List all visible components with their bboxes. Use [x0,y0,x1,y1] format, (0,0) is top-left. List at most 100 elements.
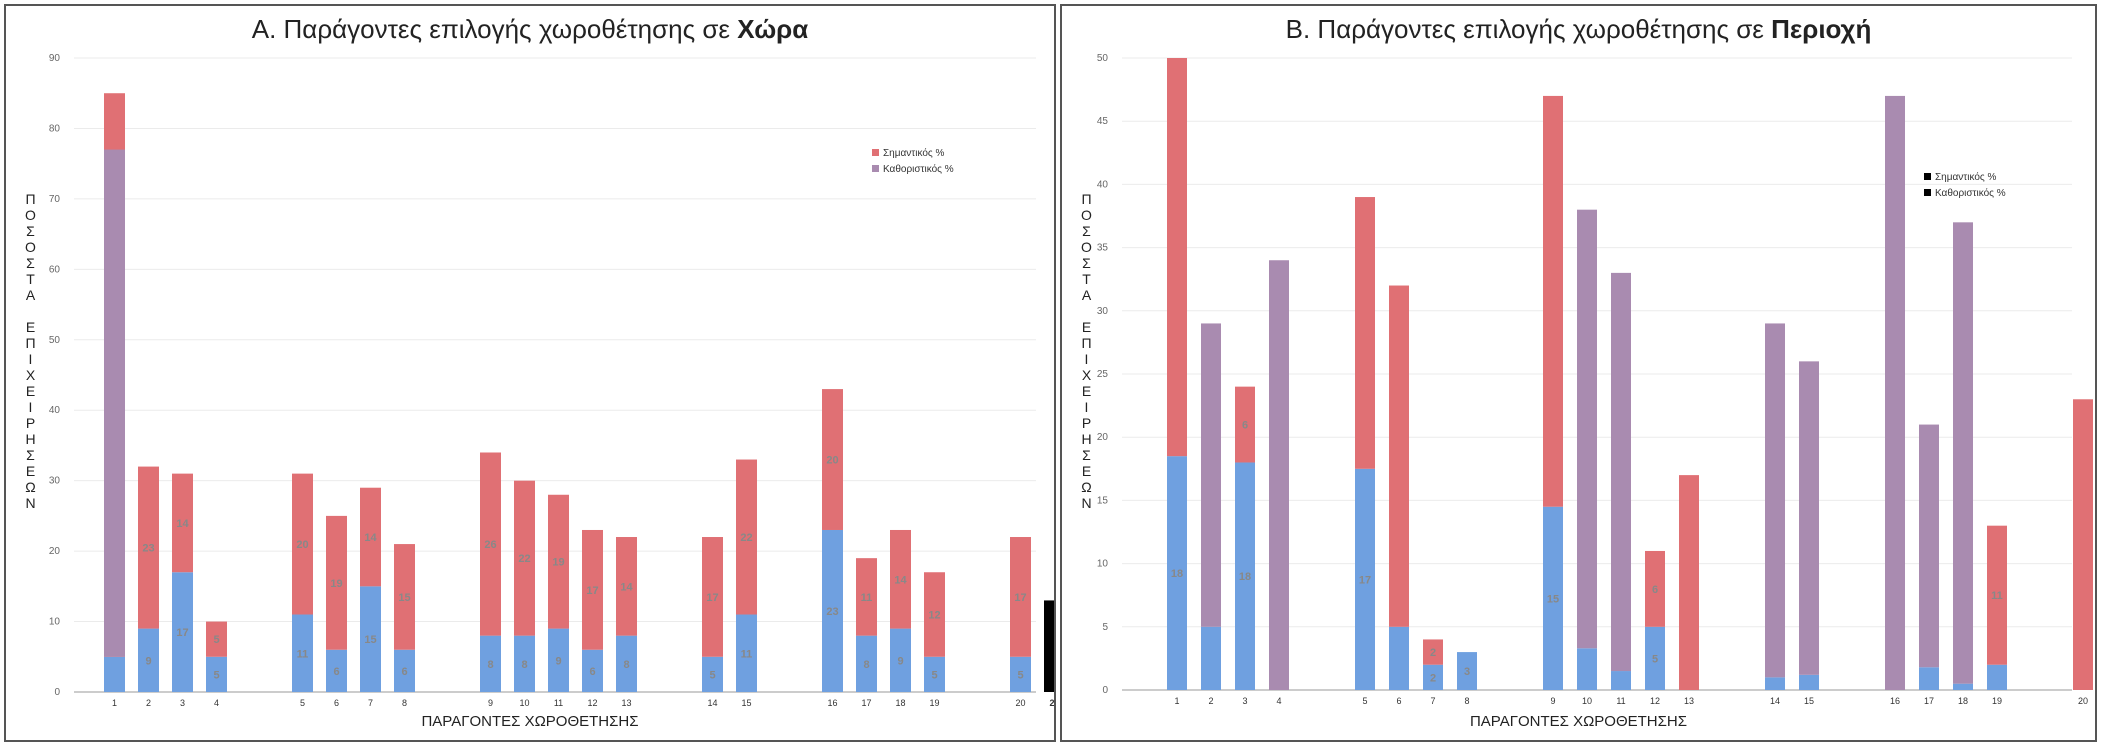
chart-b-bar-segment-blue [1645,626,1665,690]
chart-b-x-tick-label: 14 [1770,696,1780,706]
chart-b-bar-segment-blue [1543,506,1563,690]
y-axis-label-letter: Α [1081,287,1093,303]
chart-a-data-label: 22 [518,553,530,565]
chart-a-data-label: 14 [894,574,907,586]
chart-a-bar-segment-red [582,529,603,650]
y-axis-label-letter: Χ [1081,367,1093,383]
chart-b-bar-segment-blue [1919,667,1939,690]
chart-a-x-tick-label: 6 [334,698,339,708]
chart-a-data-label: 17 [1014,592,1026,604]
chart-a-bar-segment-red [702,537,723,657]
chart-b-x-tick-label: 5 [1362,696,1367,706]
chart-a-bar-black [1044,600,1054,692]
chart-a-data-label: 8 [623,659,629,671]
chart-b-data-label: 2 [1430,672,1436,684]
chart-b-legend-label: Σημαντικός % [1935,171,1996,183]
chart-b-legend-swatch [1924,189,1931,196]
y-axis-label-letter: Ν [25,495,37,511]
chart-b-y-tick-label: 15 [1097,495,1109,506]
chart-b-y-tick-label: 35 [1097,243,1109,254]
chart-a-bar-segment-blue [104,656,125,692]
chart-a-bar-segment-red [138,466,159,629]
chart-b-data-label: 6 [1242,420,1248,432]
y-axis-label-letter: Σ [26,255,36,271]
chart-b-y-tick-label: 25 [1097,369,1109,380]
chart-b-title-bold: Περιοχή [1771,14,1872,44]
chart-a-x-tick-label: 1 [112,698,117,708]
y-axis-label-letter: Ω [25,479,37,495]
chart-b-bar-segment-red [1577,209,1597,649]
chart-a-data-label: 17 [706,592,718,604]
chart-a-bar-segment-blue [890,628,911,692]
chart-a-data-label: 14 [620,581,633,593]
chart-a-title: Α. Παράγοντες επιλογής χωροθέτησης σε Χώ… [6,14,1054,45]
chart-b-x-tick-label: 11 [1616,696,1625,706]
y-axis-label-letter: Σ [1082,255,1092,271]
chart-b-x-tick-label: 12 [1650,696,1660,706]
y-axis-label-letter: Σ [1082,223,1092,239]
chart-a-bar-segment-blue [1010,656,1031,692]
chart-a-legend-swatch [872,149,879,156]
chart-a-bar-segment-blue [360,586,381,692]
chart-a-bar-segment-red [890,529,911,629]
y-axis-label-letter: Ι [28,399,34,415]
y-axis-label-letter: Τ [26,271,36,287]
chart-a-data-label: 14 [176,518,189,530]
chart-b-x-tick-label: 16 [1890,696,1900,706]
chart-a-y-tick-label: 0 [54,687,60,698]
chart-b-title: Β. Παράγοντες επιλογής χωροθέτησης σε Πε… [1062,14,2095,45]
chart-a-bar-segment-blue [206,656,227,692]
chart-b-x-tick-label: 6 [1396,696,1401,706]
chart-a-x-tick-label: 4 [214,698,219,708]
chart-a-bar-segment-blue [394,649,415,692]
chart-a-x-tick-label: 8 [402,698,407,708]
chart-a-title-bold: Χώρα [737,14,809,44]
chart-b-bar-segment-blue [1611,671,1631,690]
chart-a-bar-segment-red [736,459,757,615]
y-axis-label-letter: Ι [1084,351,1090,367]
chart-a-bar-segment-blue [514,635,535,692]
chart-b-bar-segment-blue [1389,626,1409,690]
chart-a-data-label: 6 [333,666,339,678]
chart-b-x-tick-label: 13 [1684,696,1694,706]
chart-a-y-tick-label: 10 [49,617,61,628]
chart-a-bar-segment-blue [480,635,501,692]
y-axis-label-letter [20,303,42,319]
chart-b-y-tick-label: 20 [1097,432,1109,443]
chart-b-data-label: 18 [1171,568,1183,580]
chart-a-bar-segment-blue [548,628,569,692]
chart-b-x-tick-label: 9 [1550,696,1555,706]
chart-a-x-tick-label: 17 [861,698,871,708]
chart-b-bar-segment-blue [1235,462,1255,690]
chart-a-bar-segment-red [856,558,877,636]
chart-b-bar-segment-blue [1799,674,1819,690]
y-axis-label-letter: Ι [28,351,34,367]
chart-b-data-label: 15 [1547,593,1559,605]
chart-a-data-label: 15 [398,592,410,604]
chart-b-bar-segment-red [1953,222,1973,684]
y-axis-label-letter: Ρ [25,415,37,431]
chart-a-x-tick-label: 19 [929,698,939,708]
chart-a-data-label: 11 [861,592,873,604]
chart-a-x-tick-label: 3 [180,698,185,708]
chart-a-bar-segment-red [548,494,569,629]
y-axis-label-letter: Ο [1081,239,1093,255]
chart-b-bar-segment-red [1543,95,1563,507]
y-axis-label-letter: Ε [25,319,37,335]
chart-b-x-tick-label: 3 [1242,696,1247,706]
chart-a-data-label: 9 [145,655,151,667]
chart-a-data-label: 17 [176,627,188,639]
chart-b-bar-segment-blue [1201,626,1221,690]
chart-a-bar-segment-blue [736,614,757,692]
chart-b-x-tick-label: 10 [1582,696,1592,706]
chart-b-bar-segment-red [1611,272,1631,672]
chart-a-x-tick-label: 18 [895,698,905,708]
chart-a-bar-segment-blue [172,572,193,692]
chart-b-bar-segment-red [1201,323,1221,627]
chart-a-bar-segment-red [1010,537,1031,657]
chart-a-y-tick-label: 20 [49,546,61,557]
y-axis-label-letter: Σ [1082,447,1092,463]
chart-b-bar-segment-blue [1355,468,1375,690]
chart-b-y-tick-label: 0 [1102,685,1108,696]
